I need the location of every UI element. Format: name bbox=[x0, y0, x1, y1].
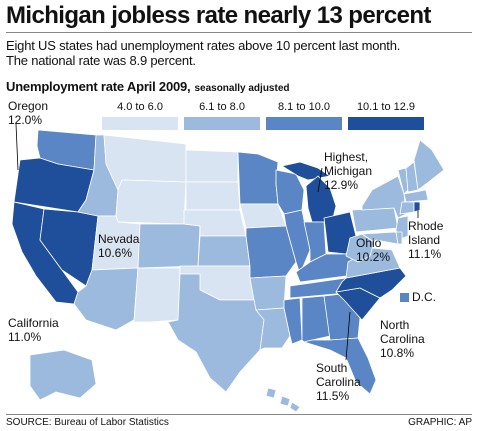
map-title-sub: seasonally adjusted bbox=[194, 83, 290, 94]
state-ct bbox=[399, 201, 415, 215]
state-co bbox=[137, 223, 201, 269]
state-mi-up bbox=[281, 161, 331, 181]
michigan-leader bbox=[317, 167, 323, 193]
source-credit: SOURCE: Bureau of Labor Statistics bbox=[6, 417, 169, 428]
callout-nevada-value: 10.6% bbox=[98, 246, 133, 260]
headline: Michigan jobless rate nearly 13 percent bbox=[6, 2, 431, 29]
state-nc bbox=[335, 267, 407, 299]
legend-item-4: 10.1 to 12.9 bbox=[348, 101, 424, 130]
top-rule bbox=[6, 32, 472, 33]
callout-dc: D.C. bbox=[412, 290, 436, 304]
legend-label: 4.0 to 6.0 bbox=[117, 101, 163, 113]
callout-oregon-value: 12.0% bbox=[8, 113, 43, 127]
callout-oregon: Oregon 12.0% bbox=[8, 99, 48, 127]
legend-label: 8.1 to 10.0 bbox=[278, 101, 330, 113]
state-md bbox=[361, 231, 399, 245]
graphic-credit: GRAPHIC: AP bbox=[408, 417, 472, 428]
callout-north-carolina-value: 10.8% bbox=[380, 346, 415, 360]
callout-north-carolina-line2: Carolina bbox=[380, 332, 425, 346]
callout-south-carolina-line2: Carolina bbox=[316, 375, 361, 389]
callout-rhode-island: Rhode Island 11.1% bbox=[408, 219, 443, 261]
state-wy bbox=[115, 179, 187, 225]
state-nd bbox=[185, 149, 239, 183]
callout-california: California 11.0% bbox=[8, 316, 59, 344]
state-hi-1 bbox=[265, 387, 277, 399]
legend-swatch bbox=[102, 117, 178, 130]
callout-ohio: Ohio 10.2% bbox=[356, 236, 390, 264]
state-fl bbox=[303, 337, 377, 395]
subtitle-line-1: Eight US states had unemployment rates a… bbox=[6, 38, 401, 53]
bottom-rule bbox=[6, 414, 472, 415]
callout-ohio-name: Ohio bbox=[356, 236, 382, 250]
callout-rhode-island-value: 11.1% bbox=[408, 247, 442, 261]
state-de bbox=[395, 231, 403, 245]
callout-oregon-name: Oregon bbox=[8, 99, 49, 113]
callout-south-carolina-line1: South bbox=[316, 361, 348, 375]
south-carolina-leader bbox=[345, 311, 351, 361]
state-ri bbox=[413, 201, 421, 213]
callout-nevada: Nevada 10.6% bbox=[98, 232, 139, 260]
state-ny bbox=[361, 175, 407, 219]
callout-rhode-island-line2: Island bbox=[408, 233, 441, 247]
callout-california-value: 11.0% bbox=[8, 330, 42, 344]
callout-north-carolina: North Carolina 10.8% bbox=[380, 318, 425, 360]
dc-swatch bbox=[400, 293, 409, 302]
oregon-leader bbox=[15, 123, 19, 171]
callout-michigan-line2: Michigan bbox=[324, 164, 373, 178]
state-ia bbox=[239, 203, 287, 229]
callout-north-carolina-line1: North bbox=[380, 318, 410, 332]
legend-swatch bbox=[184, 117, 260, 130]
state-sd bbox=[185, 181, 241, 211]
state-ks bbox=[197, 235, 251, 267]
callout-michigan-line1: Highest, bbox=[324, 150, 369, 164]
legend-item-1: 4.0 to 6.0 bbox=[102, 101, 178, 130]
callout-nevada-name: Nevada bbox=[98, 232, 140, 246]
state-me bbox=[413, 139, 445, 191]
legend-label: 10.1 to 12.9 bbox=[356, 101, 416, 113]
callout-rhode-island-line1: Rhode bbox=[408, 219, 444, 233]
subtitle-line-2: The national rate was 8.9 percent. bbox=[6, 53, 196, 68]
legend-item-3: 8.1 to 10.0 bbox=[266, 101, 342, 130]
state-ar bbox=[249, 275, 287, 311]
legend-swatch bbox=[266, 117, 342, 130]
map-title-main: Unemployment rate April 2009, bbox=[6, 79, 191, 94]
callout-ohio-value: 10.2% bbox=[356, 250, 391, 264]
map-title: Unemployment rate April 2009, seasonally … bbox=[6, 79, 290, 94]
callout-michigan: Highest, Michigan 12.9% bbox=[324, 150, 372, 192]
callout-michigan-value: 12.9% bbox=[324, 178, 359, 192]
state-ma bbox=[403, 189, 429, 203]
callout-california-name: California bbox=[8, 316, 59, 330]
state-pa bbox=[351, 207, 399, 233]
callout-south-carolina: South Carolina 11.5% bbox=[316, 361, 361, 403]
callout-south-carolina-value: 11.5% bbox=[316, 389, 350, 403]
state-mn bbox=[237, 151, 279, 205]
legend-item-2: 6.1 to 8.0 bbox=[184, 101, 260, 130]
legend-swatch bbox=[348, 117, 424, 130]
state-nm bbox=[133, 267, 181, 323]
state-tx bbox=[167, 273, 265, 393]
state-hi-3 bbox=[289, 401, 301, 413]
subtitle: Eight US states had unemployment rates a… bbox=[6, 38, 476, 68]
state-ms bbox=[283, 297, 303, 345]
legend-label: 6.1 to 8.0 bbox=[199, 101, 245, 113]
state-hi-2 bbox=[279, 395, 291, 407]
state-ak bbox=[29, 349, 97, 401]
